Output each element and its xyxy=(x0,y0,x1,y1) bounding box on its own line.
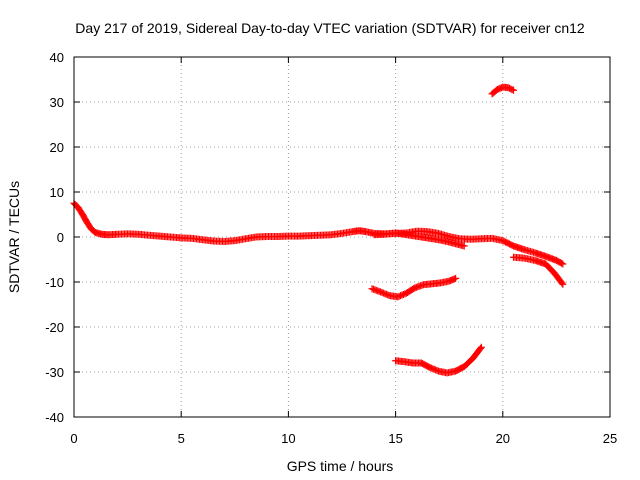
x-axis-label: GPS time / hours xyxy=(287,458,394,474)
data-point xyxy=(559,260,567,268)
grid xyxy=(74,57,610,417)
chart-title: Day 217 of 2019, Sidereal Day-to-day VTE… xyxy=(75,20,585,36)
axis-ticks: 0 5 10 15 20 25 -40 -30 -20 -10 0 10 20 30 40 xyxy=(45,50,617,446)
data-point xyxy=(559,280,567,288)
plot-frame xyxy=(73,56,611,418)
data-point xyxy=(508,86,516,94)
y-tick-label: 10 xyxy=(50,185,64,200)
y-axis-label: SDTVAR / TECUs xyxy=(6,181,22,293)
series-top-segment xyxy=(488,83,518,98)
data-point xyxy=(476,345,484,352)
y-tick-label: -20 xyxy=(45,320,64,335)
data-point xyxy=(477,343,485,351)
series-main-arc xyxy=(70,199,468,250)
x-tick-label: 10 xyxy=(281,431,295,446)
series-upper-branch xyxy=(370,227,567,268)
y-tick-label: -40 xyxy=(45,410,64,425)
y-tick-label: 20 xyxy=(50,140,64,155)
x-tick-label: 20 xyxy=(496,431,510,446)
y-tick-label: 0 xyxy=(57,230,64,245)
series-low-segment xyxy=(392,343,485,377)
x-tick-label: 25 xyxy=(603,431,617,446)
x-tick-label: 15 xyxy=(388,431,402,446)
y-tick-label: 30 xyxy=(50,95,64,110)
data-point xyxy=(558,279,566,287)
y-tick-label: -10 xyxy=(45,275,64,290)
data-point xyxy=(460,242,468,250)
data-points xyxy=(70,83,567,377)
data-point xyxy=(558,259,566,267)
data-point xyxy=(452,274,460,282)
x-tick-label: 5 xyxy=(178,431,185,446)
series-lower-branch xyxy=(510,253,567,288)
data-point xyxy=(510,86,518,94)
y-tick-label: 40 xyxy=(50,50,64,65)
series-mid-segment xyxy=(368,274,460,301)
x-tick-label: 0 xyxy=(70,431,77,446)
y-tick-label: -30 xyxy=(45,365,64,380)
